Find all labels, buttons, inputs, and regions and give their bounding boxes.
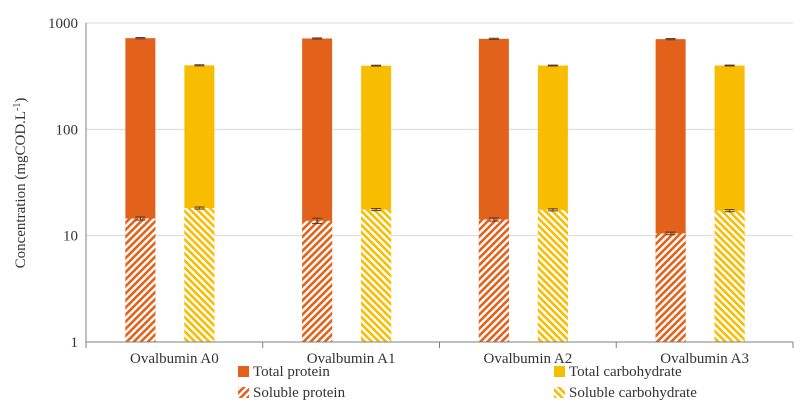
y-axis-title-main: Concentration (mgCOD.L xyxy=(13,111,29,268)
legend-label: Soluble carbohydrate xyxy=(569,385,697,401)
legend-swatch xyxy=(554,366,565,377)
legend-swatch xyxy=(238,387,249,398)
legend-label: Total protein xyxy=(253,364,330,380)
legend-label: Total carbohydrate xyxy=(569,364,682,380)
legend-swatch xyxy=(238,366,249,377)
y-axis-title-tail: ) xyxy=(13,98,29,103)
x-category-labels: Ovalbumin A0 Ovalbumin A1 Ovalbumin A2 Oval… xyxy=(130,351,749,367)
bar-soluble-carbohydrate xyxy=(361,209,392,342)
x-category-label: Ovalbumin A3 xyxy=(660,351,749,367)
x-category-label: Ovalbumin A1 xyxy=(307,351,396,367)
y-tick-label: 10 xyxy=(63,229,78,245)
bar-soluble-protein xyxy=(302,220,333,342)
bar-soluble-protein xyxy=(125,218,156,342)
legend-label: Soluble protein xyxy=(253,385,346,401)
axes xyxy=(85,23,794,348)
y-axis-title: Concentration (mgCOD.L-1) xyxy=(12,98,30,269)
error-bars xyxy=(135,37,735,236)
y-tick-label: 1 xyxy=(71,335,79,351)
y-tick-label: 100 xyxy=(56,122,79,138)
bar-soluble-protein xyxy=(478,219,509,342)
legend: Total protein Total carbohydrate Soluble p… xyxy=(238,364,697,401)
bar-soluble-carbohydrate xyxy=(537,209,568,342)
bar-soluble-carbohydrate xyxy=(184,208,215,342)
x-category-label: Ovalbumin A0 xyxy=(130,351,219,367)
x-category-label: Ovalbumin A2 xyxy=(484,351,573,367)
y-axis-title-sup: -1 xyxy=(12,103,23,111)
bar-soluble-carbohydrate xyxy=(714,210,745,342)
y-tick-label: 1000 xyxy=(48,16,78,32)
bars xyxy=(125,38,745,343)
bar-soluble-protein xyxy=(655,233,686,342)
legend-swatch xyxy=(554,387,565,398)
y-tick-labels: 1 10 100 1000 xyxy=(48,16,78,351)
